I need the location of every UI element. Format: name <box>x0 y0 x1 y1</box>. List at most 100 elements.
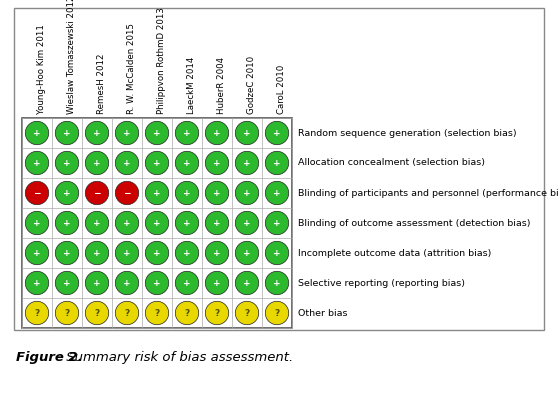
Ellipse shape <box>265 271 288 295</box>
Ellipse shape <box>145 241 169 265</box>
Text: +: + <box>63 219 71 228</box>
Ellipse shape <box>25 211 49 235</box>
Text: +: + <box>273 248 281 258</box>
Ellipse shape <box>116 301 139 325</box>
Ellipse shape <box>205 151 229 175</box>
Ellipse shape <box>55 271 79 295</box>
Text: +: + <box>243 158 251 168</box>
Text: Philippvon RothmD 2013: Philippvon RothmD 2013 <box>157 7 166 114</box>
Ellipse shape <box>265 241 288 265</box>
Text: +: + <box>243 129 251 137</box>
Ellipse shape <box>116 211 139 235</box>
Ellipse shape <box>25 121 49 145</box>
Ellipse shape <box>145 181 169 205</box>
Text: Selective reporting (reporting bias): Selective reporting (reporting bias) <box>298 279 465 287</box>
Text: +: + <box>63 158 71 168</box>
Text: +: + <box>153 248 161 258</box>
Ellipse shape <box>175 301 199 325</box>
Ellipse shape <box>175 151 199 175</box>
Ellipse shape <box>55 211 79 235</box>
Text: +: + <box>273 219 281 228</box>
Text: Allocation concealment (selection bias): Allocation concealment (selection bias) <box>298 158 485 168</box>
Ellipse shape <box>145 121 169 145</box>
Ellipse shape <box>205 211 229 235</box>
Ellipse shape <box>235 121 259 145</box>
Ellipse shape <box>175 121 199 145</box>
Ellipse shape <box>25 241 49 265</box>
Ellipse shape <box>25 271 49 295</box>
Text: RemesH 2012: RemesH 2012 <box>97 53 106 114</box>
Ellipse shape <box>235 151 259 175</box>
Text: +: + <box>93 279 101 287</box>
Bar <box>22 118 292 328</box>
Text: +: + <box>273 158 281 168</box>
Ellipse shape <box>85 211 109 235</box>
Ellipse shape <box>205 301 229 325</box>
Text: +: + <box>183 189 191 197</box>
Text: HuberR 2004: HuberR 2004 <box>217 57 226 114</box>
Text: +: + <box>243 189 251 197</box>
Text: GodzeC 2010: GodzeC 2010 <box>247 56 256 114</box>
Text: +: + <box>183 158 191 168</box>
Text: ?: ? <box>214 308 220 318</box>
Text: +: + <box>183 248 191 258</box>
Text: +: + <box>273 129 281 137</box>
Ellipse shape <box>175 211 199 235</box>
Text: Summary risk of bias assessment.: Summary risk of bias assessment. <box>62 351 294 365</box>
Ellipse shape <box>175 271 199 295</box>
Text: +: + <box>153 129 161 137</box>
Text: −: − <box>123 189 131 197</box>
Text: +: + <box>63 129 71 137</box>
Ellipse shape <box>235 271 259 295</box>
Ellipse shape <box>265 151 288 175</box>
Text: ?: ? <box>275 308 280 318</box>
Text: +: + <box>63 248 71 258</box>
Ellipse shape <box>235 211 259 235</box>
Ellipse shape <box>145 301 169 325</box>
Text: +: + <box>243 279 251 287</box>
Ellipse shape <box>85 151 109 175</box>
Text: +: + <box>213 158 221 168</box>
Text: +: + <box>123 129 131 137</box>
Ellipse shape <box>265 211 288 235</box>
Ellipse shape <box>85 241 109 265</box>
Ellipse shape <box>55 241 79 265</box>
Text: +: + <box>273 189 281 197</box>
Text: +: + <box>63 189 71 197</box>
Text: ?: ? <box>244 308 249 318</box>
Text: +: + <box>93 219 101 228</box>
Ellipse shape <box>25 301 49 325</box>
Text: −: − <box>33 189 41 197</box>
Text: +: + <box>33 158 41 168</box>
Text: +: + <box>243 219 251 228</box>
Text: +: + <box>123 158 131 168</box>
Text: ?: ? <box>64 308 70 318</box>
Text: +: + <box>183 219 191 228</box>
Text: Incomplete outcome data (attrition bias): Incomplete outcome data (attrition bias) <box>298 248 492 258</box>
Text: Random sequence generation (selection bias): Random sequence generation (selection bi… <box>298 129 517 137</box>
Ellipse shape <box>85 121 109 145</box>
Text: +: + <box>33 248 41 258</box>
Text: +: + <box>153 158 161 168</box>
Text: Young-Hoo Kim 2011: Young-Hoo Kim 2011 <box>37 24 46 114</box>
Text: +: + <box>93 248 101 258</box>
Ellipse shape <box>175 181 199 205</box>
Text: +: + <box>273 279 281 287</box>
Text: +: + <box>213 279 221 287</box>
Text: Blinding of participants and personnel (performance bias): Blinding of participants and personnel (… <box>298 189 558 197</box>
Ellipse shape <box>85 271 109 295</box>
Text: LaeckM 2014: LaeckM 2014 <box>187 57 196 114</box>
Ellipse shape <box>235 181 259 205</box>
Ellipse shape <box>55 121 79 145</box>
Text: +: + <box>123 219 131 228</box>
Ellipse shape <box>145 151 169 175</box>
Text: ?: ? <box>94 308 100 318</box>
Text: +: + <box>213 129 221 137</box>
Ellipse shape <box>265 181 288 205</box>
Ellipse shape <box>25 151 49 175</box>
Text: Other bias: Other bias <box>298 308 348 318</box>
Ellipse shape <box>55 301 79 325</box>
Ellipse shape <box>55 151 79 175</box>
Text: +: + <box>153 189 161 197</box>
Ellipse shape <box>265 301 288 325</box>
